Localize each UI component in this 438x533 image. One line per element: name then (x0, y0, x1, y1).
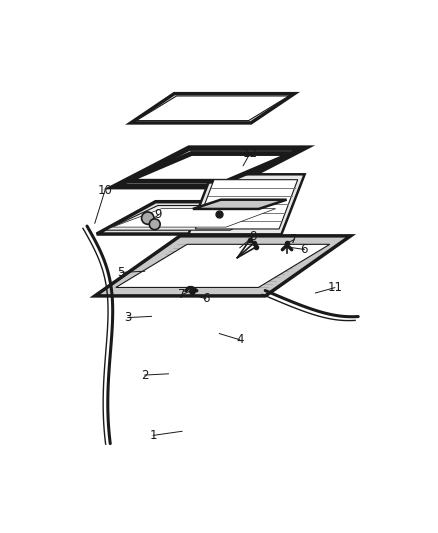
Text: 9: 9 (155, 208, 162, 222)
Text: 10: 10 (98, 184, 113, 197)
Polygon shape (136, 96, 289, 120)
Text: 2: 2 (141, 368, 148, 382)
Polygon shape (97, 201, 291, 234)
Circle shape (149, 219, 160, 230)
Text: 7: 7 (290, 233, 298, 246)
Text: 7: 7 (178, 288, 186, 301)
Polygon shape (105, 206, 283, 230)
Text: 6: 6 (300, 243, 308, 256)
Text: 6: 6 (202, 292, 209, 305)
Text: 5: 5 (117, 266, 125, 279)
Text: 3: 3 (124, 311, 131, 324)
Polygon shape (115, 148, 304, 187)
Polygon shape (188, 174, 305, 235)
Text: 11: 11 (327, 281, 342, 294)
Polygon shape (126, 154, 292, 181)
Polygon shape (131, 94, 294, 123)
Polygon shape (112, 208, 276, 227)
Text: 12: 12 (243, 147, 258, 160)
Polygon shape (195, 180, 298, 229)
Polygon shape (95, 236, 351, 296)
Text: 4: 4 (236, 333, 244, 346)
Circle shape (141, 212, 154, 224)
Polygon shape (193, 200, 286, 209)
Polygon shape (116, 244, 330, 287)
Text: 8: 8 (250, 230, 257, 243)
Text: 1: 1 (149, 429, 157, 442)
